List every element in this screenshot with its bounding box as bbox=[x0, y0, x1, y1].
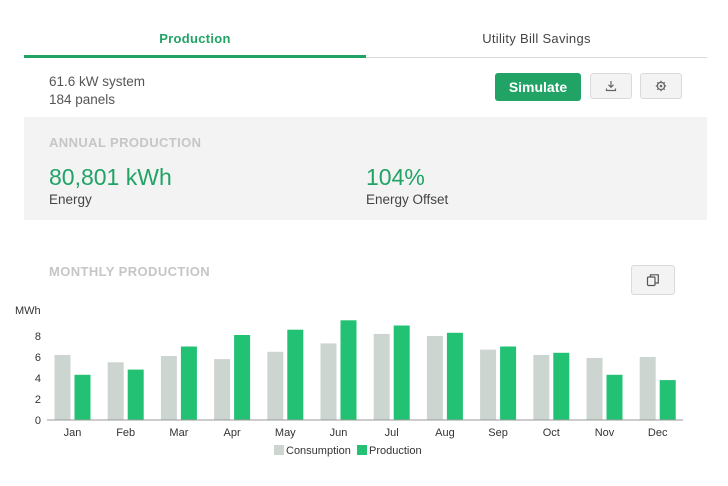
copy-icon bbox=[646, 274, 659, 287]
x-tick-label: Jun bbox=[330, 427, 348, 439]
bar-production-jan[interactable] bbox=[74, 374, 91, 420]
legend-label-consumption: Consumption bbox=[286, 445, 351, 457]
annual-production-panel: ANNUAL PRODUCTION 80,801 kWh Energy 104%… bbox=[24, 117, 707, 220]
bar-production-nov[interactable] bbox=[606, 374, 623, 420]
y-tick-label: 0 bbox=[35, 415, 41, 427]
tab-bar: Production Utility Bill Savings bbox=[24, 0, 707, 58]
energy-offset-metric: 104% Energy Offset bbox=[366, 163, 448, 207]
x-tick-label: Sep bbox=[488, 427, 508, 439]
bar-consumption-jun[interactable] bbox=[320, 343, 337, 420]
legend-label-production: Production bbox=[369, 445, 422, 457]
bar-production-sep[interactable] bbox=[500, 346, 517, 421]
x-tick-label: Dec bbox=[648, 427, 668, 439]
bar-consumption-may[interactable] bbox=[267, 351, 284, 421]
x-tick-label: Nov bbox=[595, 427, 615, 439]
bar-consumption-sep[interactable] bbox=[480, 349, 497, 420]
simulate-button[interactable]: Simulate bbox=[495, 73, 581, 101]
panel-count: 184 panels bbox=[49, 92, 116, 107]
settings-button[interactable] bbox=[640, 73, 682, 99]
x-tick-label: Feb bbox=[116, 427, 135, 439]
x-tick-label: Apr bbox=[224, 427, 241, 439]
bar-consumption-apr[interactable] bbox=[214, 359, 231, 420]
active-tab-indicator bbox=[24, 55, 366, 58]
bar-consumption-feb[interactable] bbox=[107, 362, 124, 421]
bar-consumption-jan[interactable] bbox=[54, 354, 71, 420]
chart-legend: Consumption Production bbox=[274, 445, 422, 457]
x-tick-label: Jan bbox=[64, 427, 82, 439]
energy-label: Energy bbox=[49, 192, 92, 207]
legend-swatch-consumption bbox=[274, 445, 284, 455]
bar-production-apr[interactable] bbox=[234, 335, 251, 420]
annual-production-heading: ANNUAL PRODUCTION bbox=[49, 135, 202, 150]
bar-production-may[interactable] bbox=[287, 329, 304, 420]
bar-consumption-jul[interactable] bbox=[373, 333, 390, 420]
y-axis-label: MWh bbox=[15, 305, 41, 317]
bar-consumption-aug[interactable] bbox=[426, 336, 443, 420]
monthly-production-chart: MWh 0 2 4 6 8 Jan Feb Mar Apr May Jun Jul Aug Sep Oct… bbox=[15, 305, 683, 457]
y-tick-label: 4 bbox=[35, 373, 41, 385]
bar-production-feb[interactable] bbox=[127, 369, 144, 420]
bar-production-aug[interactable] bbox=[446, 332, 463, 420]
energy-metric: 80,801 kWh Energy bbox=[49, 163, 172, 207]
x-tick-label: May bbox=[275, 427, 296, 439]
download-icon bbox=[605, 81, 617, 92]
monthly-production-heading: MONTHLY PRODUCTION bbox=[49, 264, 211, 279]
y-tick-label: 8 bbox=[35, 331, 41, 343]
bar-consumption-nov[interactable] bbox=[586, 358, 603, 420]
x-tick-label: Oct bbox=[543, 427, 560, 439]
bar-production-dec[interactable] bbox=[659, 380, 676, 420]
tab-utility-bill-savings[interactable]: Utility Bill Savings bbox=[482, 31, 591, 46]
x-tick-label: Aug bbox=[435, 427, 455, 439]
y-tick-label: 6 bbox=[35, 352, 41, 364]
bar-consumption-mar[interactable] bbox=[160, 356, 177, 420]
y-tick-label: 2 bbox=[35, 394, 41, 406]
bar-production-oct[interactable] bbox=[553, 352, 570, 420]
copy-chart-button[interactable] bbox=[631, 265, 675, 295]
bar-production-jul[interactable] bbox=[393, 325, 410, 421]
system-size: 61.6 kW system bbox=[49, 74, 146, 89]
energy-offset-value: 104% bbox=[366, 164, 425, 190]
energy-value: 80,801 kWh bbox=[49, 164, 172, 190]
download-button[interactable] bbox=[590, 73, 632, 99]
x-tick-label: Jul bbox=[385, 427, 399, 439]
bar-production-mar[interactable] bbox=[180, 346, 197, 421]
legend-swatch-production bbox=[357, 445, 367, 455]
energy-offset-label: Energy Offset bbox=[366, 192, 449, 207]
x-tick-label: Mar bbox=[169, 427, 188, 439]
bar-production-jun[interactable] bbox=[340, 320, 357, 421]
bar-consumption-oct[interactable] bbox=[533, 354, 550, 420]
system-info: 61.6 kW system 184 panels bbox=[49, 73, 145, 109]
bar-consumption-dec[interactable] bbox=[639, 357, 656, 420]
tab-production[interactable]: Production bbox=[159, 31, 231, 46]
gear-icon bbox=[655, 80, 667, 92]
